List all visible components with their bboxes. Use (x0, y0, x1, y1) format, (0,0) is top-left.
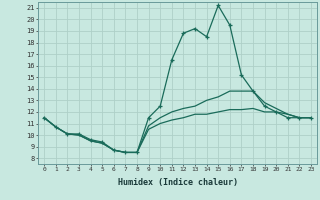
X-axis label: Humidex (Indice chaleur): Humidex (Indice chaleur) (118, 178, 238, 187)
